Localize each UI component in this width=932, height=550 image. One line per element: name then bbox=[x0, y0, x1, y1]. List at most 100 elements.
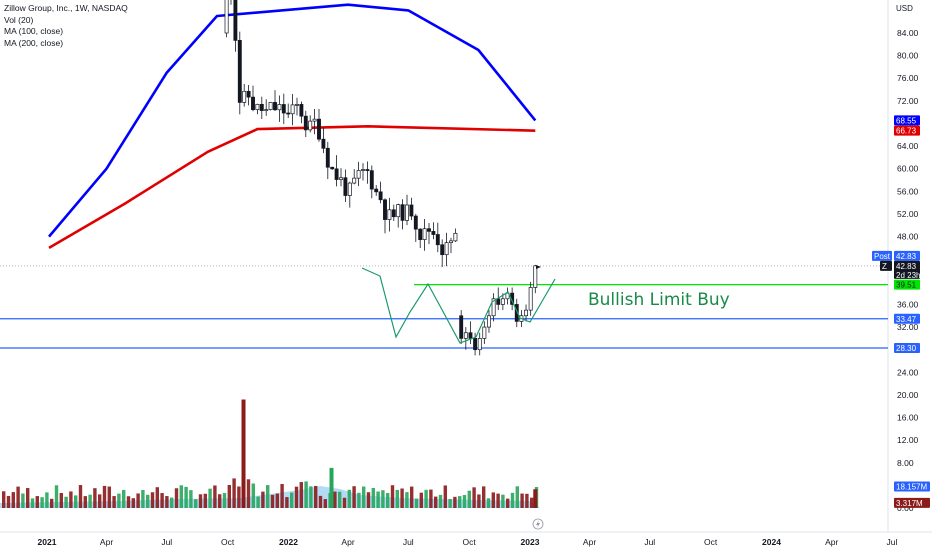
candle-body bbox=[440, 244, 445, 256]
candle-body bbox=[295, 104, 299, 106]
volume-badge-value: 3.317M bbox=[896, 499, 923, 508]
volume-bar bbox=[515, 486, 519, 508]
volume-bar bbox=[530, 497, 534, 508]
price-tick-label: 36.00 bbox=[897, 299, 919, 309]
volume-bar bbox=[184, 486, 188, 508]
volume-bar bbox=[290, 492, 294, 508]
volume-bar bbox=[117, 493, 121, 508]
price-tick-label: 84.00 bbox=[897, 28, 919, 38]
volume-bar bbox=[434, 496, 438, 508]
price-tick-label: 32.00 bbox=[897, 322, 919, 332]
candle-body bbox=[405, 204, 409, 221]
volume-bar bbox=[458, 496, 462, 508]
volume-bar bbox=[102, 485, 107, 508]
volume-bar bbox=[419, 492, 423, 508]
volume-bar bbox=[525, 493, 529, 508]
volume-bar bbox=[424, 489, 428, 508]
price-tick-label: 64.00 bbox=[897, 141, 919, 151]
price-badge bbox=[894, 279, 920, 290]
volume-bar bbox=[329, 467, 334, 508]
price-tick-label: 48.00 bbox=[897, 232, 919, 242]
candle-body bbox=[387, 209, 392, 220]
volume-bar bbox=[472, 487, 476, 508]
candle-body bbox=[312, 118, 317, 122]
price-badge-value: 28.30 bbox=[896, 344, 917, 353]
volume-bar bbox=[213, 485, 217, 508]
volume-bar bbox=[520, 493, 524, 508]
chart-legend: Zillow Group, Inc., 1W, NASDAQ Vol (20) … bbox=[4, 3, 128, 49]
volume-bar bbox=[362, 486, 366, 508]
candle-body bbox=[246, 90, 251, 98]
volume-bar bbox=[189, 490, 193, 508]
candle-body bbox=[482, 326, 487, 339]
time-tick-label: Apr bbox=[825, 537, 838, 547]
candle-body bbox=[413, 215, 418, 230]
volume-bar bbox=[160, 493, 164, 508]
price-badge-value: 42.83 bbox=[896, 252, 917, 261]
price-badge-value: 33.47 bbox=[896, 315, 917, 324]
volume-bar bbox=[59, 492, 63, 508]
candle-body bbox=[400, 204, 405, 221]
candle-body bbox=[308, 120, 313, 131]
volume-bar bbox=[443, 485, 447, 508]
candle-body bbox=[444, 242, 449, 256]
volume-bar bbox=[448, 499, 452, 508]
volume-bar bbox=[251, 483, 255, 508]
volume-bar bbox=[232, 478, 236, 508]
candle-body bbox=[528, 287, 533, 311]
volume-bar bbox=[506, 498, 510, 508]
candle-body bbox=[369, 170, 374, 190]
volume-bar bbox=[414, 498, 419, 508]
volume-bar bbox=[45, 492, 49, 508]
candle-body bbox=[347, 182, 352, 196]
volume-bar bbox=[26, 488, 30, 508]
volume-bar bbox=[366, 492, 371, 508]
price-badge-tag bbox=[880, 260, 892, 271]
candle-body bbox=[290, 104, 295, 115]
price-badge bbox=[894, 313, 920, 324]
volume-bar bbox=[174, 488, 179, 508]
trendline-drawing[interactable] bbox=[361, 267, 556, 344]
candle-body bbox=[299, 104, 304, 117]
volume-bar bbox=[429, 489, 433, 508]
volume-tick-label: 12.00 bbox=[897, 435, 919, 445]
candle-body bbox=[524, 309, 528, 317]
volume-bar bbox=[16, 486, 20, 508]
volume-bar bbox=[405, 492, 409, 508]
volume-bar bbox=[486, 498, 491, 508]
volume-bar bbox=[83, 496, 87, 508]
volume-bar bbox=[246, 479, 251, 508]
candle-body bbox=[383, 199, 387, 220]
price-badge-tag-label: Post bbox=[874, 252, 891, 261]
annotation-bullish-limit-buy[interactable]: Bullish Limit Buy bbox=[588, 290, 730, 310]
volume-bar bbox=[11, 492, 15, 508]
candle-body bbox=[409, 204, 414, 217]
candle-body bbox=[365, 169, 370, 172]
volume-bar bbox=[150, 492, 155, 508]
legend-volume: Vol (20) bbox=[4, 14, 34, 25]
volume-badge-value: 18.157M bbox=[896, 483, 927, 492]
time-tick-label: Apr bbox=[341, 537, 354, 547]
volume-bar bbox=[74, 495, 78, 508]
candle-body bbox=[435, 234, 440, 246]
candle-body bbox=[224, 0, 229, 34]
time-tick-label: 2024 bbox=[762, 537, 781, 547]
volume-bar bbox=[107, 486, 111, 508]
time-tick-label: Jul bbox=[403, 537, 414, 547]
candle-body bbox=[334, 168, 339, 180]
time-tick-label: 2022 bbox=[279, 537, 298, 547]
volume-bar bbox=[40, 497, 44, 508]
volume-bar bbox=[376, 491, 380, 508]
volume-bar bbox=[496, 493, 500, 508]
candle-body bbox=[286, 112, 291, 115]
volume-badge bbox=[894, 497, 930, 508]
candle-body bbox=[237, 40, 242, 103]
ma200-line bbox=[48, 125, 536, 250]
volume-bar bbox=[208, 488, 212, 508]
candle-body bbox=[473, 338, 478, 351]
volume-bar bbox=[227, 484, 231, 508]
volume-bar bbox=[270, 494, 275, 508]
candle-body bbox=[361, 169, 365, 171]
price-badge bbox=[894, 115, 920, 126]
